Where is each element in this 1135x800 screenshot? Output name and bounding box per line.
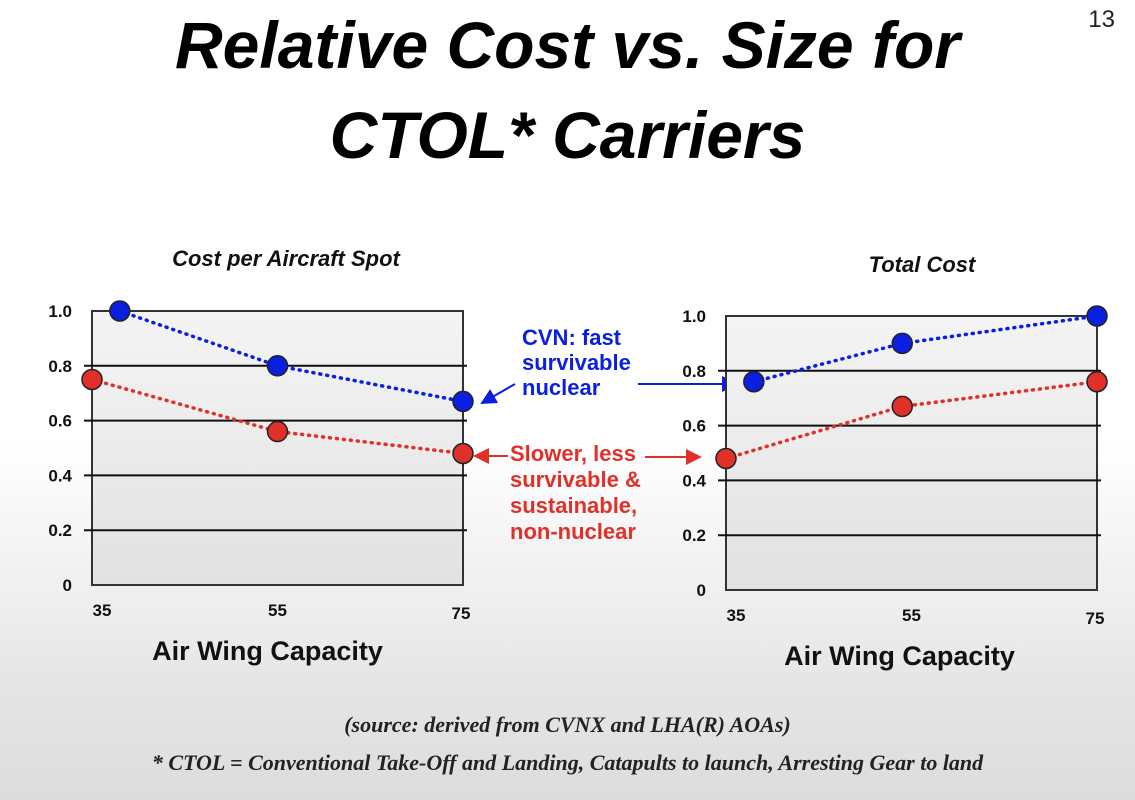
data-point [109,300,131,322]
cvn-annotation-line: CVN: fast [522,325,622,350]
y-tick-label: 0.8 [48,357,72,376]
chart-title: Cost per Aircraft Spot [172,246,401,271]
y-tick-label: 1.0 [682,307,706,326]
non-nuclear-annotation-line: sustainable, [510,493,637,518]
cvn-arrow-left [480,383,516,404]
data-point [81,368,103,391]
y-tick-label: 0.8 [682,362,706,381]
y-tick-label: 0.2 [682,526,706,545]
non-nuclear-annotation-line: non-nuclear [510,519,636,544]
x-tick-label: 35 [727,606,746,625]
data-point [891,395,913,418]
y-tick-label: 0 [63,576,72,595]
data-point [1086,371,1108,393]
x-tick-label: 55 [268,601,287,620]
data-point [743,371,765,393]
footnote: * CTOL = Conventional Take-Off and Landi… [151,750,984,775]
data-point [266,355,289,377]
page-number: 13 [1088,6,1115,33]
x-axis-label: Air Wing Capacity [152,636,383,666]
non-nuclear-annotation-line: survivable & [510,467,641,492]
chart-title: Total Cost [869,252,977,277]
x-tick-label: 55 [902,606,921,625]
chart-2: 0 0.2 0.4 0.6 0.8 1.0 35 55 75 Total Cost Air Wing… [682,252,1108,671]
x-tick-label: 75 [452,604,471,623]
x-axis-label: Air Wing Capacity [784,641,1015,671]
cvn-annotation-line: survivable [522,350,631,375]
data-point [452,442,474,465]
x-tick-label: 35 [93,601,112,620]
y-tick-label: 1.0 [48,302,72,321]
plot-area [725,315,1098,591]
y-tick-label: 0.4 [682,471,706,490]
y-tick-label: 0.6 [48,412,72,431]
slide-title-line2: CTOL* Carriers [329,98,806,172]
data-point [266,420,289,443]
cvn-annotation-line: nuclear [522,375,601,400]
y-tick-label: 0 [697,581,706,600]
y-tick-label: 0.6 [682,417,706,436]
data-point [452,390,474,413]
slide-title-line1: Relative Cost vs. Size for [175,8,960,82]
chart-1: 0 0.2 0.4 0.6 0.8 1.0 35 55 75 Cost per Aircraft … [48,246,474,666]
source-note: (source: derived from CVNX and LHA(R) AO… [344,712,791,737]
data-point [1086,305,1108,327]
x-tick-label: 75 [1086,609,1105,628]
non-nuclear-annotation-line: Slower, less [510,441,636,466]
data-point [715,447,737,470]
y-tick-label: 0.2 [48,521,72,540]
series-line [90,377,465,456]
y-tick-label: 0.4 [48,466,72,485]
data-point [891,332,913,355]
